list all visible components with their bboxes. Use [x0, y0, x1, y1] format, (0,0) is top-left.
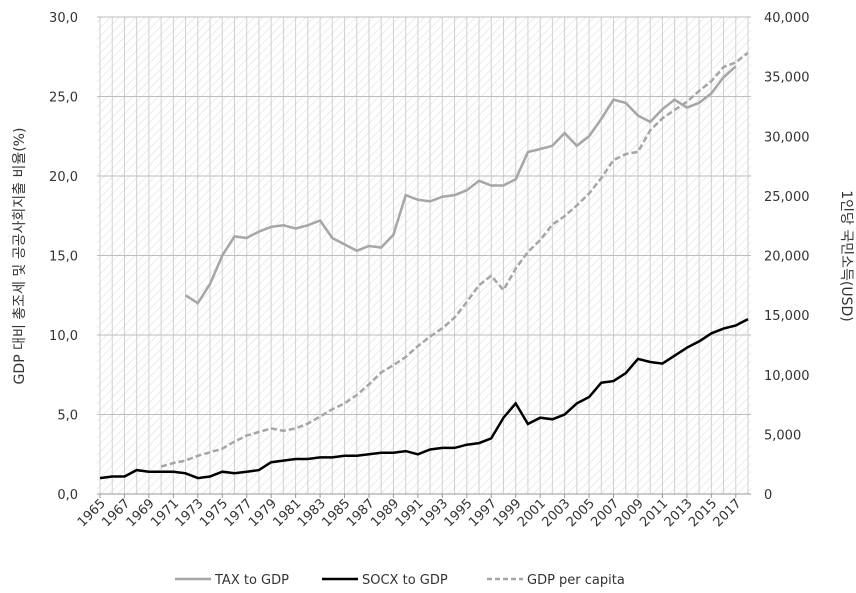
y2-tick-label: 10,000	[764, 369, 810, 384]
y-tick-label: 0,0	[57, 488, 78, 503]
y2-tick-label: 5,000	[764, 428, 801, 443]
y-tick-label: 10,0	[49, 329, 78, 344]
y2-tick-label: 40,000	[764, 11, 810, 26]
series-line	[99, 317, 749, 480]
y2-axis-title: 1인당 국민소득(USD)	[838, 190, 854, 321]
y2-tick-label: 30,000	[764, 130, 810, 145]
y-tick-label: 15,0	[49, 250, 78, 265]
series-line	[184, 65, 737, 305]
y-axis-title: GDP 대비 총조세 및 공공사회지출 비율(%)	[12, 128, 28, 385]
y2-tick-label: 0	[764, 488, 772, 503]
y-tick-label: 20,0	[49, 170, 78, 185]
y-tick-label: 25,0	[49, 91, 78, 106]
y2-tick-label: 35,000	[764, 71, 810, 86]
y-tick-label: 30,0	[49, 11, 78, 26]
legend-label: GDP per capita	[527, 573, 625, 588]
legend-label: SOCX to GDP	[362, 573, 448, 588]
y-tick-label: 5,0	[57, 409, 78, 424]
y2-tick-label: 20,000	[764, 250, 810, 265]
x-tick-label: 2017	[711, 496, 745, 530]
y2-tick-label: 25,000	[764, 190, 810, 205]
y2-tick-label: 15,000	[764, 309, 810, 324]
series-line	[160, 51, 749, 468]
legend-label: TAX to GDP	[214, 573, 289, 588]
